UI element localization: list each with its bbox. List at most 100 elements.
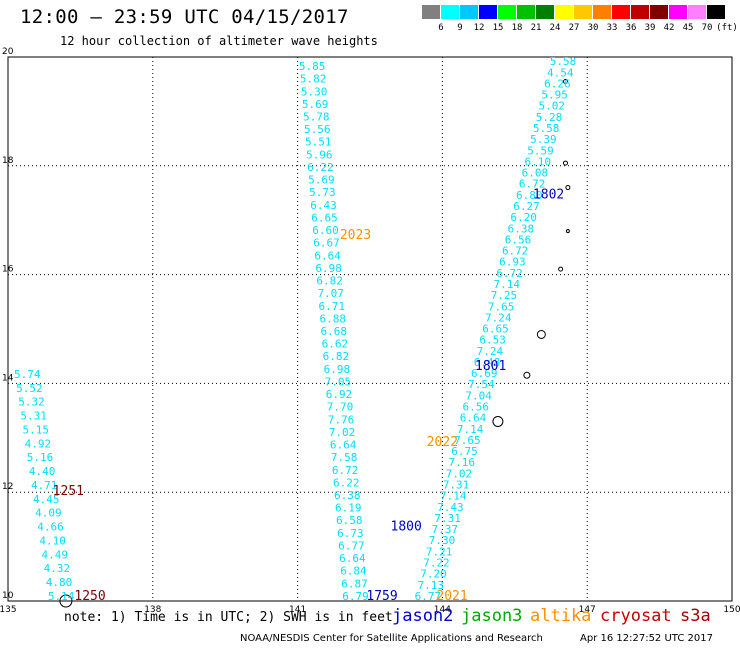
wave-height-value: 6.64: [339, 552, 366, 565]
island-outline: [536, 329, 546, 339]
wave-height-value: 6.26: [544, 77, 571, 90]
mission-jason2: jason2: [392, 606, 454, 626]
wave-height-value: 6.73: [337, 527, 364, 540]
island-outline: [492, 415, 504, 427]
legend-label: 70: [701, 23, 713, 33]
wave-height-value: 6.38: [508, 222, 535, 235]
pass-time-label: 2022: [427, 435, 458, 450]
pass-time-label: 2023: [340, 228, 371, 243]
wave-height-value: 6.38: [334, 489, 361, 502]
wave-height-value: 5.78: [303, 111, 330, 124]
wave-height-value: 5.58: [550, 55, 577, 68]
island-outline: [562, 78, 568, 84]
legend-swatch: [631, 5, 650, 19]
wave-height-value: 6.64: [460, 412, 487, 425]
legend-label: 12: [473, 23, 485, 33]
wave-height-value: 4.40: [29, 465, 56, 478]
lon-tick-label: 141: [289, 605, 306, 615]
wave-height-value: 5.85: [299, 60, 326, 73]
legend-label: 21: [530, 23, 542, 33]
wave-height-value: 4.92: [25, 437, 52, 450]
wave-height-value: 7.37: [432, 523, 459, 536]
wave-height-value: 7.14: [440, 490, 467, 503]
legend-label: 33: [606, 23, 618, 33]
wave-height-value: 5.16: [27, 451, 54, 464]
wave-height-value: 6.79: [342, 590, 369, 603]
lon-tick-label: 147: [579, 605, 596, 615]
island-outline: [565, 229, 570, 234]
wave-height-value: 5.14: [48, 590, 75, 603]
wave-height-value: 5.56: [304, 123, 331, 136]
legend-label: 27: [568, 23, 580, 33]
legend-unit: (ft): [716, 23, 738, 33]
wave-height-value: 6.80: [516, 189, 543, 202]
wave-height-value: 6.71: [318, 300, 345, 313]
wave-height-value: 6.65: [311, 211, 338, 224]
pass-time-label: 2021: [436, 589, 467, 604]
pass-time-label: 1802: [533, 187, 564, 202]
wave-height-value: 7.21: [426, 545, 453, 558]
mission-cryosat: cryosat: [600, 606, 672, 626]
legend-label: 18: [511, 23, 523, 33]
lat-tick-label: 10: [2, 591, 14, 601]
wave-height-value: 6.72: [519, 178, 546, 191]
wave-height-value: 7.07: [317, 287, 344, 300]
legend-swatch: [517, 5, 536, 19]
wave-height-value: 6.10: [524, 155, 551, 168]
wave-height-value: 4.45: [33, 493, 60, 506]
lat-tick-label: 16: [2, 265, 14, 275]
island-outline: [523, 371, 531, 379]
wave-height-value: 6.58: [336, 514, 363, 527]
wave-height-value: 7.65: [488, 300, 515, 313]
wave-height-value: 5.30: [301, 85, 328, 98]
pass-time-label: 1759: [366, 589, 397, 604]
wave-height-value: 5.51: [305, 136, 332, 149]
legend-label: 42: [663, 23, 675, 33]
legend-swatch: [479, 5, 498, 19]
wave-height-value: 7.14: [494, 278, 521, 291]
wave-height-value: 4.71: [31, 479, 58, 492]
legend-label: 15: [492, 23, 504, 33]
pass-time-label: 1251: [53, 484, 84, 499]
wave-height-value: 4.80: [46, 576, 73, 589]
wave-height-value: 6.98: [324, 363, 351, 376]
wave-height-value: 7.22: [423, 556, 450, 569]
wave-height-value: 7.31: [434, 512, 461, 525]
legend-swatch: [688, 5, 707, 19]
lon-tick-label: 150: [723, 605, 740, 615]
legend-swatch: [650, 5, 669, 19]
legend-label: 36: [625, 23, 637, 33]
page-subtitle: 12 hour collection of altimeter wave hei…: [60, 34, 378, 48]
wave-height-value: 7.31: [443, 479, 470, 492]
legend-swatch: [460, 5, 479, 19]
wave-height-value: 7.76: [328, 413, 355, 426]
pass-time-label: 1800: [391, 519, 422, 534]
wave-height-value: 6.22: [333, 476, 360, 489]
wave-height-value: 6.22: [307, 161, 334, 174]
wave-height-value: 6.65: [482, 323, 509, 336]
wave-height-value: 7.24: [485, 311, 512, 324]
wave-height-value: 5.31: [20, 410, 47, 423]
wave-height-value: 4.54: [547, 66, 574, 79]
lat-tick-label: 12: [2, 482, 13, 492]
wave-height-value: 6.20: [510, 211, 537, 224]
lon-tick-label: 144: [434, 605, 451, 615]
wave-height-value: 5.82: [300, 73, 327, 86]
lat-tick-label: 18: [2, 156, 14, 166]
wave-height-value: 7.16: [448, 456, 475, 469]
legend-label: 45: [682, 23, 694, 33]
wave-height-value: 6.92: [326, 388, 353, 401]
wave-height-value: 7.02: [446, 467, 473, 480]
wave-height-value: 7.58: [331, 451, 358, 464]
wave-height-value: 6.56: [463, 401, 490, 414]
wave-height-value: 6.98: [315, 262, 342, 275]
wave-height-value: 6.56: [505, 233, 532, 246]
wave-height-value: 6.82: [316, 275, 343, 288]
wave-height-value: 4.49: [42, 548, 69, 561]
wave-height-value: 5.02: [539, 100, 566, 113]
island-outline: [565, 185, 571, 191]
lon-tick-label: 135: [0, 605, 17, 615]
wave-height-value: 5.58: [533, 122, 560, 135]
wave-height-value: 6.08: [522, 167, 549, 180]
wave-height-value: 5.28: [536, 111, 563, 124]
